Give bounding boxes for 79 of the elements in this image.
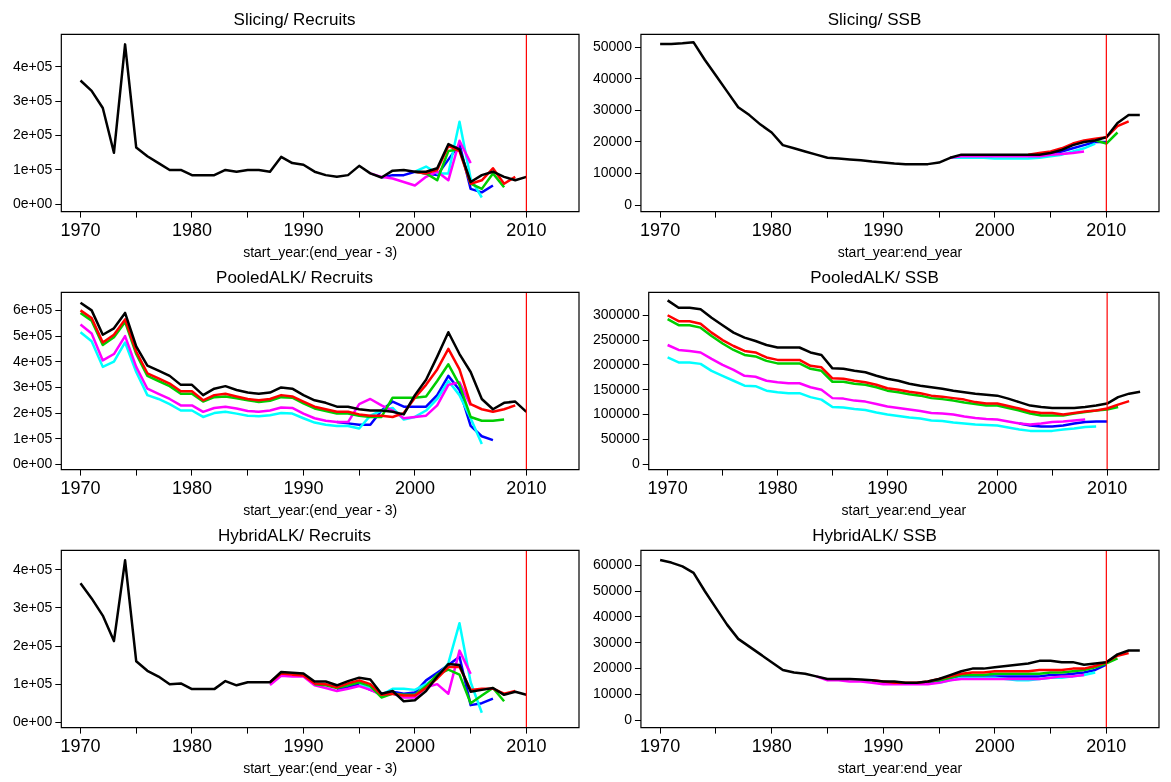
y-tick-label: 30000 bbox=[592, 633, 633, 650]
y-tick-label: 60000 bbox=[592, 556, 633, 572]
y-tick-label: 6e+05 bbox=[12, 301, 53, 318]
y-tick-label: 100000 bbox=[593, 405, 640, 422]
x-axis-title: start_year:(end_year - 3) bbox=[243, 760, 398, 777]
y-tick-label: 0e+00 bbox=[12, 195, 53, 212]
y-tick-label: 4e+05 bbox=[12, 57, 53, 74]
y-tick-label: 3e+05 bbox=[12, 598, 53, 615]
x-tick-label: 1980 bbox=[171, 220, 212, 241]
y-tick-label: 1e+05 bbox=[12, 675, 53, 692]
chart-title: Slicing/ Recruits bbox=[233, 9, 356, 29]
x-tick-label: 1970 bbox=[60, 220, 101, 241]
y-tick-label: 2e+05 bbox=[12, 403, 53, 420]
y-tick-label: 0 bbox=[624, 711, 633, 728]
x-tick-label: 2000 bbox=[974, 220, 1015, 241]
y-tick-label: 20000 bbox=[592, 132, 633, 149]
x-axis-title: start_year:(end_year - 3) bbox=[243, 502, 398, 519]
x-tick-label: 2010 bbox=[1086, 220, 1127, 241]
x-tick-label: 2010 bbox=[506, 478, 547, 499]
x-tick-label: 1970 bbox=[60, 736, 101, 757]
x-tick-label: 2000 bbox=[394, 736, 435, 757]
chart-title: PooledALK/ SSB bbox=[810, 267, 939, 287]
x-tick-label: 1990 bbox=[283, 478, 324, 499]
x-tick-label: 1970 bbox=[640, 736, 681, 757]
y-tick-label: 10000 bbox=[592, 685, 633, 702]
x-tick-label: 1990 bbox=[867, 478, 908, 499]
x-tick-label: 2010 bbox=[1087, 478, 1128, 499]
y-tick-label: 40000 bbox=[592, 69, 633, 86]
x-axis-title: start_year:(end_year - 3) bbox=[243, 244, 398, 261]
y-tick-label: 10000 bbox=[592, 164, 633, 181]
y-tick-label: 0e+00 bbox=[12, 455, 53, 472]
chart-title: HybridALK/ SSB bbox=[812, 525, 937, 545]
y-tick-label: 1e+05 bbox=[12, 160, 53, 177]
x-tick-label: 2010 bbox=[506, 220, 547, 241]
y-tick-label: 50000 bbox=[592, 581, 633, 598]
y-tick-label: 200000 bbox=[593, 355, 640, 372]
x-tick-label: 2010 bbox=[1086, 736, 1127, 757]
y-tick-label: 0e+00 bbox=[12, 713, 53, 730]
x-tick-label: 1970 bbox=[640, 220, 681, 241]
y-tick-label: 50000 bbox=[600, 430, 640, 447]
x-tick-label: 1980 bbox=[171, 736, 212, 757]
y-tick-label: 250000 bbox=[593, 330, 640, 347]
x-tick-label: 1990 bbox=[283, 220, 324, 241]
y-tick-label: 150000 bbox=[593, 380, 640, 397]
x-axis-title: start_year:end_year bbox=[841, 502, 967, 519]
x-axis-title: start_year:end_year bbox=[837, 760, 963, 777]
x-tick-label: 2010 bbox=[506, 736, 547, 757]
y-tick-label: 300000 bbox=[593, 306, 640, 323]
y-tick-label: 30000 bbox=[592, 101, 633, 118]
x-tick-label: 1980 bbox=[751, 220, 792, 241]
y-tick-label: 2e+05 bbox=[12, 636, 53, 653]
x-tick-label: 1990 bbox=[863, 220, 904, 241]
x-tick-label: 1970 bbox=[60, 478, 101, 499]
x-axis-title: start_year:end_year bbox=[837, 244, 963, 261]
x-tick-label: 1980 bbox=[751, 736, 792, 757]
y-tick-label: 0 bbox=[631, 455, 640, 471]
y-tick-label: 3e+05 bbox=[12, 92, 53, 109]
x-tick-label: 2000 bbox=[394, 220, 435, 241]
y-tick-label: 20000 bbox=[592, 659, 633, 676]
x-tick-label: 1980 bbox=[757, 478, 798, 499]
y-tick-label: 5e+05 bbox=[12, 326, 53, 343]
x-tick-label: 1970 bbox=[647, 478, 688, 499]
x-tick-label: 1990 bbox=[863, 736, 904, 757]
y-tick-label: 4e+05 bbox=[12, 352, 53, 369]
y-tick-label: 40000 bbox=[592, 607, 633, 624]
chart-title: Slicing/ SSB bbox=[827, 9, 922, 29]
y-tick-label: 2e+05 bbox=[12, 126, 53, 143]
y-tick-label: 4e+05 bbox=[12, 560, 53, 577]
x-tick-label: 2000 bbox=[394, 478, 435, 499]
y-tick-label: 1e+05 bbox=[12, 429, 53, 446]
chart-title: PooledALK/ Recruits bbox=[216, 267, 373, 287]
x-tick-label: 1990 bbox=[283, 736, 324, 757]
x-tick-label: 2000 bbox=[974, 736, 1015, 757]
y-tick-label: 3e+05 bbox=[12, 378, 53, 395]
x-tick-label: 2000 bbox=[977, 478, 1018, 499]
y-tick-label: 0 bbox=[624, 196, 633, 213]
chart-title: HybridALK/ Recruits bbox=[217, 525, 372, 545]
y-tick-label: 50000 bbox=[592, 37, 633, 54]
x-tick-label: 1980 bbox=[171, 478, 212, 499]
